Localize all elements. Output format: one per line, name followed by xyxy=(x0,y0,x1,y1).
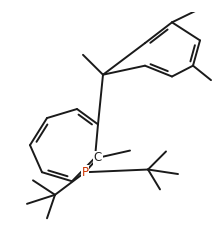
Text: C: C xyxy=(94,151,102,164)
Text: P: P xyxy=(82,166,89,179)
